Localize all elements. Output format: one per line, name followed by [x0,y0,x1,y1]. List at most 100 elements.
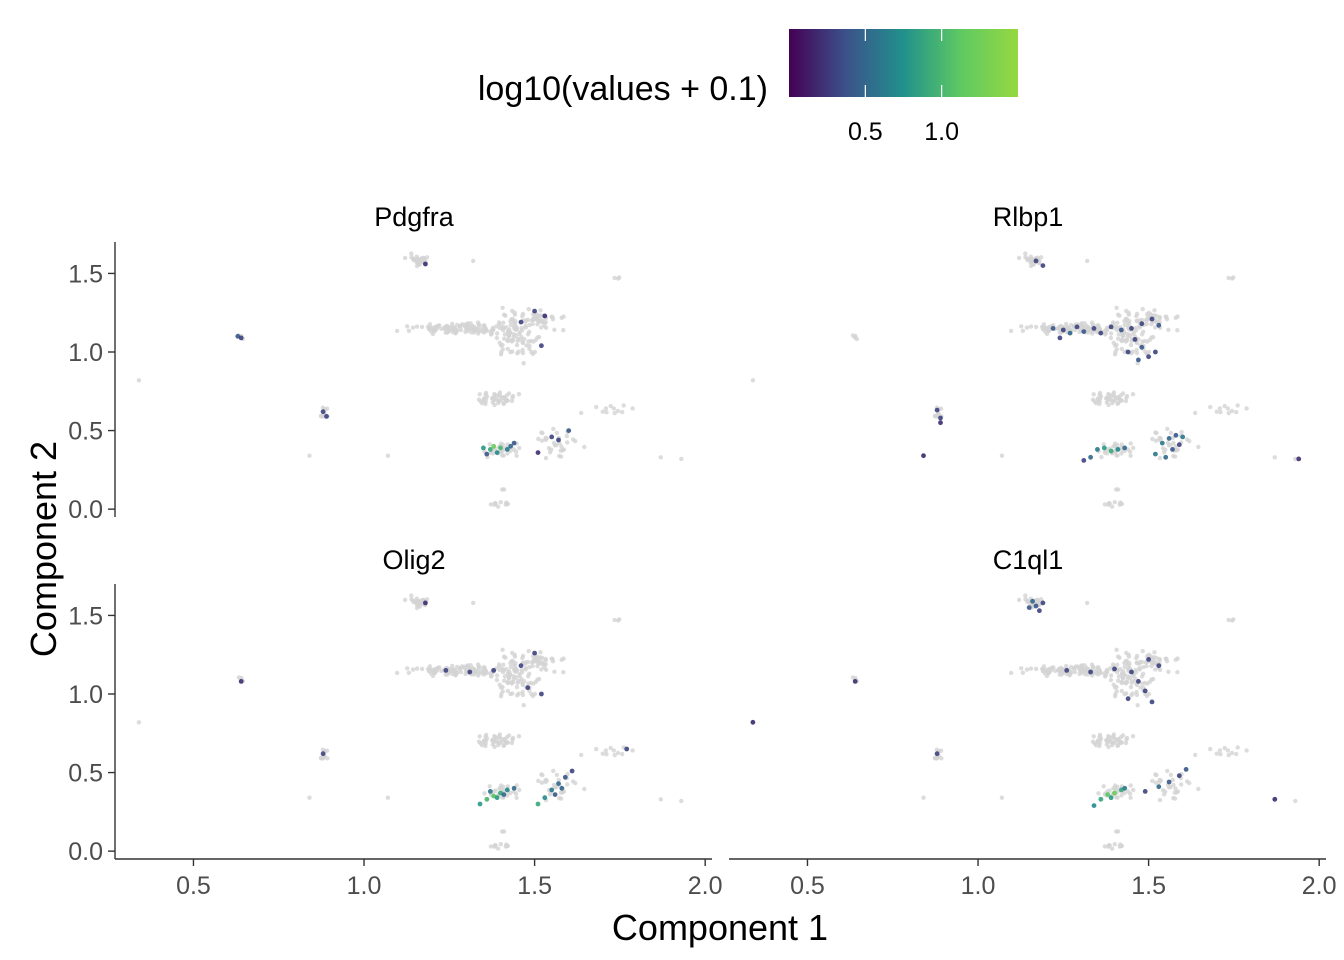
background-cell-point [531,317,536,322]
x-tick-label: 1.5 [517,872,552,900]
expression-point [1173,432,1179,438]
background-cell-point [1131,445,1136,451]
background-cell-point [409,593,414,598]
background-cell-point [1090,397,1096,402]
background-cell-point [502,336,507,341]
background-cell-point [527,664,532,670]
background-cell-point [1154,313,1159,318]
background-cell-point [579,752,584,758]
background-cell-point [1222,745,1227,751]
background-cell-point [1128,795,1133,800]
background-cell-point [679,456,684,462]
background-cell-point [492,843,498,848]
background-cell-point [517,330,522,335]
background-cell-point [1117,655,1122,660]
background-cell-point [515,693,520,698]
expression-point [1176,442,1182,448]
background-cell-point [519,667,524,673]
background-cell-point [405,324,410,329]
background-cell-point [554,430,560,436]
background-cell-point [600,409,605,414]
background-cell-point [487,442,492,447]
background-cell-point [489,673,494,678]
background-cell-point [520,313,525,319]
background-cell-point [552,669,557,674]
background-cell-point [1231,617,1236,622]
background-cell-point [561,656,566,661]
background-cell-point [543,662,548,667]
background-cell-point [1037,258,1042,264]
panel-rlbp1 [750,251,1302,509]
background-cell-point [517,787,522,793]
background-cell-point [1112,500,1118,505]
background-cell-point [508,664,513,670]
background-cell-point [501,453,506,458]
background-cell-point [512,326,517,332]
expression-point [1139,344,1145,350]
expression-point [1060,327,1066,333]
background-cell-point [519,325,524,331]
background-cell-point [417,601,423,607]
expression-point [1033,258,1039,264]
background-cell-point [558,796,564,801]
background-cell-point [509,339,514,344]
background-cell-point [612,275,617,281]
background-cell-point [488,502,494,507]
background-cell-point [483,390,489,396]
background-cell-point [502,674,508,679]
background-cell-point [458,669,464,675]
background-cell-point [482,791,487,796]
panel-title-pdgfra: Pdgfra [374,202,455,232]
background-cell-point [494,677,500,683]
expression-point [1074,324,1080,330]
background-cell-point [516,392,522,397]
background-cell-point [1134,655,1139,661]
background-cell-point [405,666,410,671]
background-cell-point [535,313,541,319]
expression-point [1159,440,1165,446]
expression-point [504,447,510,452]
expression-point [443,668,449,673]
background-cell-point [502,332,508,337]
background-cell-point [1168,784,1173,790]
background-cell-point [513,318,518,324]
background-cell-point [611,748,617,753]
background-cell-point [1172,454,1178,459]
background-cell-point [1175,328,1180,333]
background-cell-point [476,664,481,669]
background-cell-point [1134,682,1140,688]
background-cell-point [411,257,416,263]
background-cell-point [1112,398,1118,403]
x-tick-label: 1.0 [961,872,996,900]
background-cell-point [472,667,477,672]
background-cell-point [1115,401,1120,406]
expression-point [1122,445,1128,451]
expression-point [1118,327,1124,333]
background-cell-point [1235,745,1240,750]
background-cell-point [1153,667,1158,672]
background-cell-point [1120,675,1126,681]
background-cell-point [621,403,626,408]
background-cell-point [500,684,505,690]
background-cell-point [538,650,543,655]
background-cell-point [558,790,563,795]
background-cell-point [494,335,500,341]
expression-point [1037,608,1042,614]
expression-point [1125,349,1131,355]
background-cell-point [1173,786,1178,791]
background-cell-point [1196,444,1201,450]
expression-point [921,453,926,459]
background-cell-point [1102,844,1108,849]
background-cell-point [394,328,400,334]
background-cell-point [500,305,505,310]
background-cell-point [501,401,506,406]
background-cell-point [1137,665,1142,671]
background-cell-point [508,349,513,355]
background-cell-point [1175,656,1180,661]
background-cell-point [1106,733,1111,739]
expression-point [1081,458,1087,463]
background-cell-point [1033,666,1039,672]
background-cell-point [236,675,242,680]
background-cell-point [519,334,524,340]
background-cell-point [1085,258,1090,264]
